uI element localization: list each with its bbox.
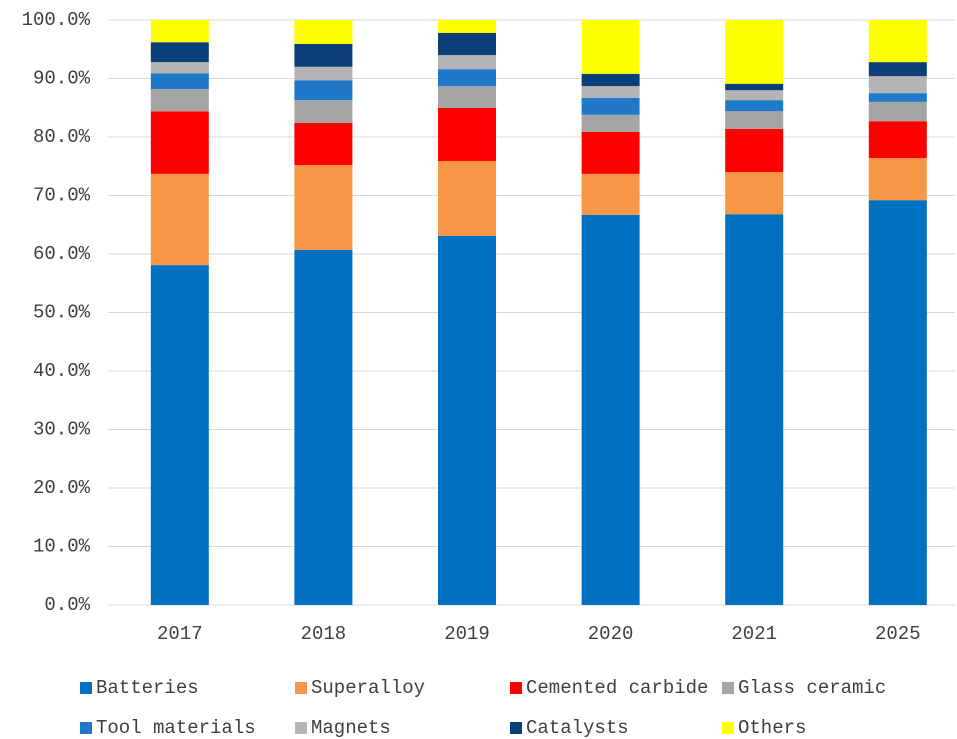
- x-tick-label: 2019: [444, 623, 490, 645]
- bar-segment: [294, 66, 353, 81]
- bar-segment: [868, 76, 927, 94]
- bar-segment: [725, 128, 784, 173]
- legend-swatch: [295, 682, 307, 694]
- bar-segment: [438, 69, 496, 87]
- y-tick-label: 80.0%: [33, 126, 91, 148]
- bar-segment: [150, 89, 209, 112]
- bar-segment: [294, 43, 353, 67]
- x-tick-label: 2017: [157, 623, 203, 645]
- x-tick-label: 2020: [588, 623, 634, 645]
- bar-segment: [725, 90, 784, 101]
- y-tick-label: 70.0%: [33, 185, 91, 207]
- bar-segment: [581, 97, 640, 115]
- bar-segment: [868, 20, 927, 63]
- bar-segment: [438, 107, 496, 161]
- legend-label: Catalysts: [526, 717, 629, 739]
- legend-label: Batteries: [96, 677, 199, 699]
- bar-segment: [725, 214, 784, 605]
- legend-swatch: [722, 682, 734, 694]
- y-tick-label: 20.0%: [33, 477, 91, 499]
- bar-segment: [868, 101, 927, 122]
- bar-segment: [294, 249, 353, 605]
- legend-label: Magnets: [311, 717, 391, 739]
- legend-swatch: [295, 722, 307, 734]
- y-tick-label: 30.0%: [33, 419, 91, 441]
- bar-segment: [438, 55, 496, 70]
- bar-segment: [438, 160, 496, 236]
- bar-segment: [294, 100, 353, 123]
- bar-segment: [294, 165, 353, 250]
- bar-segment: [868, 158, 927, 201]
- bar-segment: [438, 86, 496, 108]
- bar-segment: [581, 173, 640, 215]
- bar-segment: [868, 200, 927, 605]
- bar-segment: [438, 32, 496, 56]
- bar-segment: [868, 62, 927, 77]
- bar-segment: [581, 20, 640, 74]
- legend-label: Tool materials: [96, 717, 256, 739]
- bar-segment: [150, 111, 209, 174]
- bar-segment: [294, 20, 353, 44]
- bar-segment: [581, 73, 640, 87]
- legend-swatch: [80, 682, 92, 694]
- bar-segment: [150, 62, 209, 74]
- x-tick-label: 2021: [731, 623, 777, 645]
- bar-segment: [150, 73, 209, 90]
- bar-segment: [438, 235, 496, 606]
- bar-segment: [150, 20, 209, 43]
- bar-segment: [294, 122, 353, 166]
- legend-label: Cemented carbide: [526, 677, 708, 699]
- bar-segment: [725, 111, 784, 129]
- bar-segment: [150, 265, 209, 605]
- legend-label: Glass ceramic: [738, 677, 886, 699]
- x-tick-label: 2025: [875, 623, 921, 645]
- bar-segment: [581, 86, 640, 98]
- bar-segment: [438, 20, 496, 33]
- y-tick-label: 0.0%: [44, 594, 90, 616]
- bar-segment: [725, 100, 784, 112]
- bar-segment: [150, 173, 209, 266]
- bar-segment: [725, 172, 784, 215]
- bar-segment: [868, 93, 927, 102]
- legend-swatch: [510, 682, 522, 694]
- legend-label: Superalloy: [311, 677, 425, 699]
- bar-segment: [581, 214, 640, 605]
- legend-swatch: [80, 722, 92, 734]
- y-tick-label: 50.0%: [33, 302, 91, 324]
- y-tick-label: 60.0%: [33, 243, 91, 265]
- legend-label: Others: [738, 717, 806, 739]
- y-tick-label: 100.0%: [22, 9, 91, 31]
- bar-segment: [581, 131, 640, 174]
- bar-segment: [150, 42, 209, 63]
- x-tick-label: 2018: [301, 623, 347, 645]
- legend-swatch: [510, 722, 522, 734]
- y-tick-label: 10.0%: [33, 536, 91, 558]
- bar-segment: [294, 80, 353, 101]
- bar-segment: [581, 114, 640, 132]
- y-tick-label: 40.0%: [33, 360, 91, 382]
- bar-segment: [725, 20, 784, 84]
- legend-swatch: [722, 722, 734, 734]
- bar-segment: [725, 83, 784, 91]
- y-tick-label: 90.0%: [33, 68, 91, 90]
- bar-segment: [868, 121, 927, 159]
